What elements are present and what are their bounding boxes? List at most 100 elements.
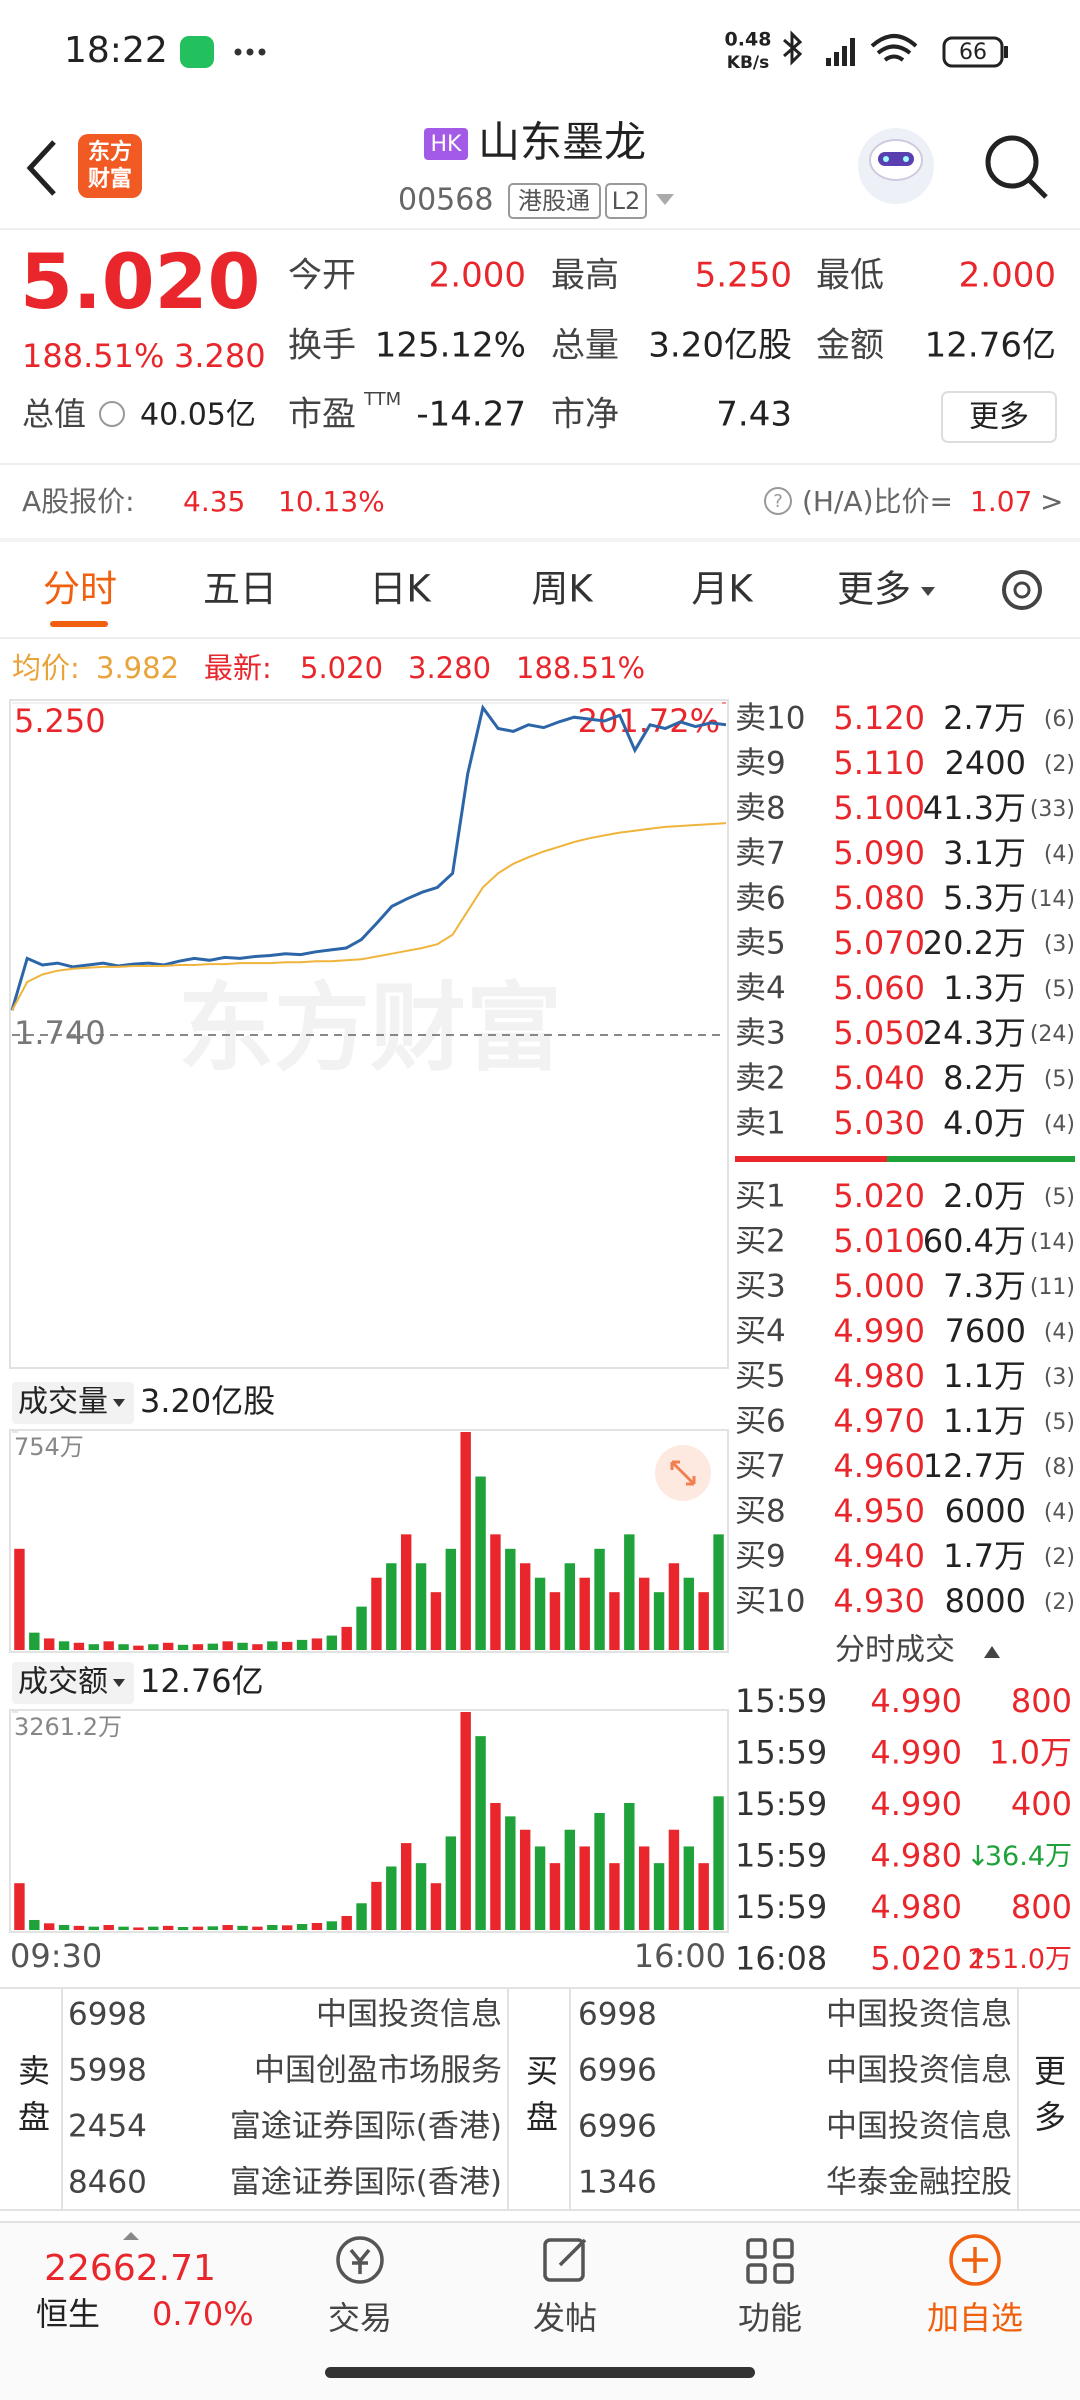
- bar: [490, 1534, 501, 1650]
- bar: [103, 1924, 114, 1930]
- bar: [683, 1846, 695, 1930]
- bar: [133, 1645, 144, 1650]
- status-time: 18:22: [64, 30, 168, 71]
- watermark: 东方财富: [178, 972, 562, 1084]
- bar: [177, 1926, 189, 1930]
- a-share-price: 4.35: [183, 485, 245, 518]
- tab[interactable]: 月K: [691, 568, 754, 611]
- wechat-icon: [180, 36, 214, 68]
- book-volume: 7600: [945, 1312, 1026, 1350]
- logo-text: 财富: [88, 166, 132, 192]
- bar: [386, 1866, 397, 1930]
- panel-total: 3.20亿股: [140, 1382, 275, 1420]
- market-badge: [424, 128, 468, 160]
- trade-volume: 400: [1011, 1785, 1072, 1823]
- y-tick-label: 3261.2万: [14, 1713, 122, 1741]
- pe-sup: TTM: [363, 389, 401, 410]
- bar: [58, 1641, 70, 1650]
- broker-name: 富途证券国际(香港): [230, 2165, 502, 2201]
- bar: [594, 1548, 605, 1650]
- bar: [475, 1736, 486, 1930]
- book-count: (5): [1044, 1410, 1075, 1435]
- book-price: 5.090: [833, 834, 925, 872]
- bar: [43, 1638, 55, 1650]
- nav-item[interactable]: 加自选: [927, 2299, 1023, 2337]
- latest-label: 最新:: [204, 651, 272, 685]
- book-price: 4.930: [833, 1582, 925, 1620]
- broker-code: 2454: [68, 2109, 147, 2145]
- bar: [341, 1626, 352, 1650]
- trade-price: 4.980: [870, 1837, 962, 1875]
- bar: [252, 1926, 263, 1930]
- book-price: 5.000: [833, 1267, 925, 1305]
- panel-title[interactable]: 成交额: [18, 1665, 108, 1700]
- bar: [460, 1432, 471, 1650]
- book-volume: 5.3万: [943, 879, 1026, 917]
- index-pct[interactable]: 0.70%: [152, 2295, 254, 2333]
- bar: [653, 1592, 665, 1650]
- nav-item[interactable]: 功能: [738, 2299, 802, 2337]
- book-count: (14): [1030, 887, 1075, 912]
- latest-price: 5.020: [300, 651, 383, 685]
- tab[interactable]: 五日: [203, 568, 277, 611]
- stat-value: 2.000: [429, 256, 526, 296]
- bar: [148, 1644, 159, 1650]
- broker-code: 8460: [68, 2165, 147, 2201]
- more-button[interactable]: [941, 391, 1057, 443]
- stat-value: 125.12%: [375, 326, 526, 366]
- tab[interactable]: 周K: [531, 568, 594, 611]
- book-label: 买9: [735, 1539, 786, 1575]
- broker-code: 5998: [68, 2053, 147, 2089]
- book-count: (11): [1030, 1275, 1075, 1300]
- panel-title[interactable]: 成交量: [18, 1385, 108, 1420]
- book-volume: 8000: [945, 1582, 1026, 1620]
- back-button[interactable]: [26, 140, 56, 196]
- broker-name: 中国投资信息: [826, 1997, 1012, 2033]
- trade-time: 15:59: [735, 1785, 827, 1823]
- brokers-more[interactable]: 更多: [1029, 2054, 1067, 2146]
- trade-price: 4.990: [870, 1734, 962, 1772]
- book-price: 4.990: [833, 1312, 925, 1350]
- bar: [14, 1548, 25, 1650]
- y-tick-label: 1.740: [14, 1014, 106, 1052]
- trade-volume: 251.0万: [968, 1944, 1072, 1975]
- avg-price: 3.982: [96, 651, 179, 685]
- bar: [609, 1863, 620, 1930]
- tab[interactable]: 分时: [43, 568, 117, 611]
- bar: [341, 1915, 352, 1930]
- bar: [400, 1843, 412, 1930]
- bar: [683, 1577, 695, 1650]
- bar: [698, 1592, 709, 1650]
- nav-item[interactable]: 发帖: [533, 2299, 597, 2337]
- index-name[interactable]: 恒生: [36, 2295, 100, 2333]
- trade-volume: 1.0万: [989, 1734, 1072, 1772]
- bar: [371, 1881, 382, 1930]
- tab[interactable]: 更多: [837, 568, 911, 611]
- book-volume: 12.7万: [923, 1447, 1026, 1485]
- bar: [237, 1642, 248, 1650]
- bar: [29, 1919, 40, 1930]
- search-button[interactable]: [985, 135, 1039, 189]
- a-share-pct: 10.13%: [278, 485, 385, 518]
- logo[interactable]: [78, 134, 142, 198]
- bar: [43, 1923, 55, 1930]
- bar: [88, 1644, 100, 1650]
- book-label: 卖2: [735, 1061, 786, 1097]
- bar: [386, 1563, 397, 1650]
- trades-title[interactable]: 分时成交: [835, 1633, 955, 1668]
- tab[interactable]: 日K: [369, 568, 432, 611]
- dropdown-arrow[interactable]: [656, 194, 674, 205]
- book-count: (2): [1044, 1590, 1075, 1615]
- stat-value: 3.20亿股: [648, 326, 792, 366]
- index-value[interactable]: 22662.71: [44, 2248, 216, 2289]
- book-label: 买2: [735, 1224, 786, 1260]
- book-count: (2): [1044, 1545, 1075, 1570]
- book-volume: 6000: [945, 1492, 1026, 1530]
- ratio-arrow[interactable]: >: [1040, 485, 1063, 518]
- stat-label: 金额: [816, 326, 884, 366]
- nav-item[interactable]: 交易: [328, 2299, 392, 2337]
- ratio: 1.07: [970, 485, 1032, 518]
- settings-button[interactable]: [1002, 570, 1042, 610]
- bar: [713, 1534, 724, 1650]
